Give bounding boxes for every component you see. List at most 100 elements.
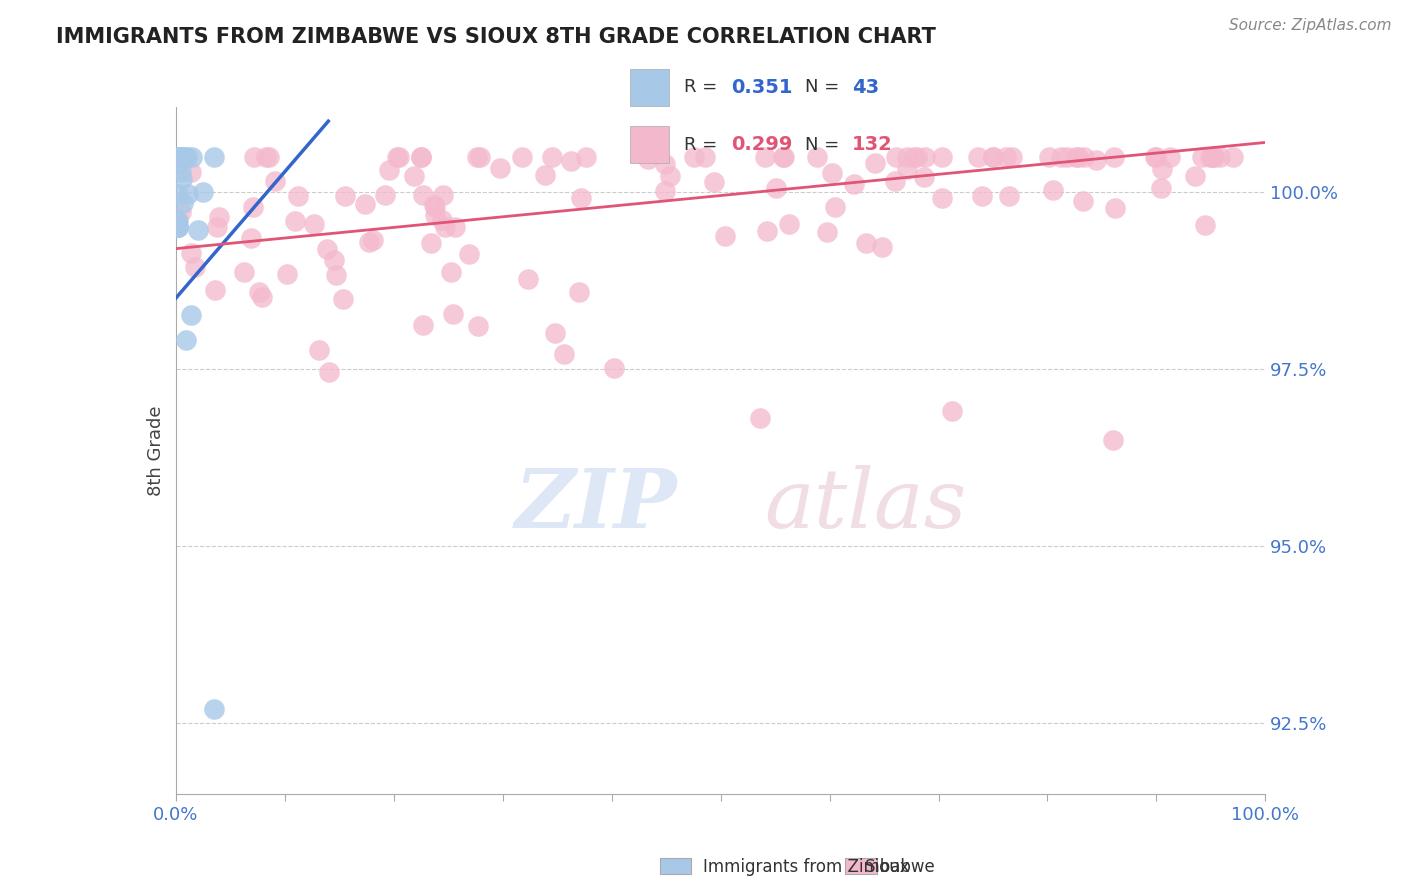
Point xyxy=(865,156,887,170)
Point xyxy=(180,308,202,322)
Point xyxy=(1101,433,1123,447)
Text: 0.299: 0.299 xyxy=(731,136,792,154)
Point xyxy=(169,150,191,164)
Point xyxy=(772,150,794,164)
Point xyxy=(422,198,444,212)
Point xyxy=(970,189,993,203)
Point xyxy=(207,210,229,224)
Point xyxy=(167,220,190,235)
Point xyxy=(202,702,225,716)
Text: atlas: atlas xyxy=(765,466,966,545)
Y-axis label: 8th Grade: 8th Grade xyxy=(146,405,165,496)
Point xyxy=(170,204,193,219)
Point xyxy=(325,268,347,282)
Text: Source: ZipAtlas.com: Source: ZipAtlas.com xyxy=(1229,18,1392,33)
Point xyxy=(516,272,538,286)
Point xyxy=(257,150,280,164)
Point xyxy=(1104,201,1126,215)
Point xyxy=(179,246,201,260)
Point xyxy=(357,235,380,250)
Point xyxy=(1184,169,1206,184)
Point xyxy=(1064,150,1087,164)
Point xyxy=(1204,150,1226,164)
Point xyxy=(1198,150,1220,164)
Point xyxy=(994,150,1017,164)
Point xyxy=(1159,150,1181,164)
Point xyxy=(1191,150,1213,164)
Point xyxy=(569,191,592,205)
Point xyxy=(166,150,188,164)
Point xyxy=(695,150,717,164)
Point xyxy=(315,242,337,256)
Text: IMMIGRANTS FROM ZIMBABWE VS SIOUX 8TH GRADE CORRELATION CHART: IMMIGRANTS FROM ZIMBABWE VS SIOUX 8TH GR… xyxy=(56,27,936,46)
Point xyxy=(167,156,190,170)
Point xyxy=(560,153,582,168)
Point xyxy=(250,290,273,304)
Point xyxy=(165,220,187,235)
Point xyxy=(748,410,770,425)
Point xyxy=(332,292,354,306)
Point xyxy=(242,200,264,214)
Point xyxy=(374,188,396,202)
Point xyxy=(1201,150,1223,164)
Point xyxy=(165,220,187,235)
Point xyxy=(433,220,456,235)
Point xyxy=(1144,150,1167,164)
Point xyxy=(553,347,575,361)
Point xyxy=(167,150,190,164)
Point xyxy=(302,217,325,231)
Point xyxy=(778,217,800,231)
Text: N =: N = xyxy=(804,78,845,96)
Point xyxy=(174,333,197,347)
Text: 43: 43 xyxy=(852,78,879,96)
Point xyxy=(1152,161,1174,176)
Point xyxy=(323,252,346,267)
Point xyxy=(1042,183,1064,197)
Point xyxy=(772,150,794,164)
Point xyxy=(1194,218,1216,232)
Point xyxy=(806,150,828,164)
Point xyxy=(167,150,190,164)
Point xyxy=(169,150,191,164)
Point xyxy=(544,326,567,340)
Point xyxy=(166,150,188,164)
Point xyxy=(1001,150,1024,164)
Point xyxy=(166,220,188,235)
Point xyxy=(172,171,194,186)
Point xyxy=(432,187,454,202)
Point xyxy=(884,174,907,188)
Bar xyxy=(659,858,692,874)
Point xyxy=(903,150,925,164)
Point xyxy=(1209,150,1232,164)
Point xyxy=(1222,150,1244,164)
Point xyxy=(411,150,433,164)
Point xyxy=(318,365,340,379)
Point xyxy=(412,188,434,202)
Bar xyxy=(630,69,669,106)
Point xyxy=(815,225,838,239)
Point xyxy=(1050,150,1073,164)
Point xyxy=(912,170,935,185)
Point xyxy=(172,196,194,211)
Point xyxy=(1056,150,1078,164)
Point xyxy=(166,150,188,164)
Point xyxy=(419,236,441,251)
Point xyxy=(167,187,190,202)
Point xyxy=(1073,150,1095,164)
Point xyxy=(181,150,204,164)
Point xyxy=(1038,150,1060,164)
Point xyxy=(432,213,454,227)
Point xyxy=(941,404,963,418)
Point xyxy=(170,150,193,164)
Point xyxy=(170,165,193,179)
Point xyxy=(1071,194,1094,209)
Point xyxy=(1150,181,1173,195)
Point xyxy=(184,260,207,275)
Point xyxy=(820,166,842,180)
Point xyxy=(377,163,399,178)
Point xyxy=(166,150,188,164)
Point xyxy=(308,343,330,358)
Bar xyxy=(630,126,669,163)
Point xyxy=(239,231,262,245)
Point xyxy=(1144,150,1167,164)
